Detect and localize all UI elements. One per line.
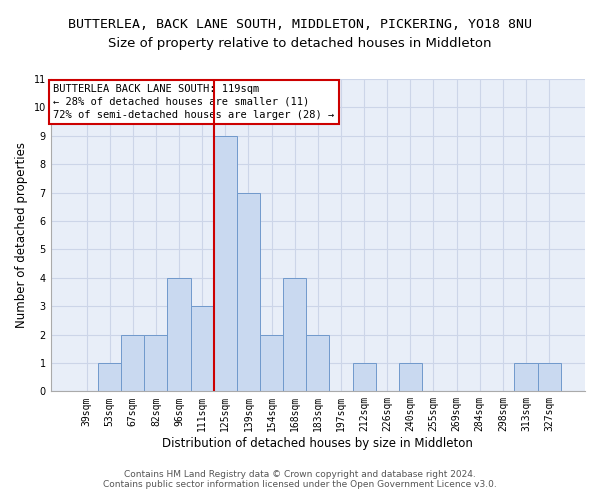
Bar	[121, 334, 145, 392]
Bar	[283, 278, 306, 392]
Bar	[237, 192, 260, 392]
Text: Size of property relative to detached houses in Middleton: Size of property relative to detached ho…	[108, 38, 492, 51]
Bar	[214, 136, 237, 392]
Bar	[145, 334, 167, 392]
Bar	[538, 363, 561, 392]
Bar	[260, 334, 283, 392]
Bar	[399, 363, 422, 392]
Text: Contains HM Land Registry data © Crown copyright and database right 2024.
Contai: Contains HM Land Registry data © Crown c…	[103, 470, 497, 489]
Text: BUTTERLEA, BACK LANE SOUTH, MIDDLETON, PICKERING, YO18 8NU: BUTTERLEA, BACK LANE SOUTH, MIDDLETON, P…	[68, 18, 532, 30]
Bar	[306, 334, 329, 392]
Bar	[353, 363, 376, 392]
Bar	[167, 278, 191, 392]
Y-axis label: Number of detached properties: Number of detached properties	[15, 142, 28, 328]
Bar	[191, 306, 214, 392]
Bar	[514, 363, 538, 392]
X-axis label: Distribution of detached houses by size in Middleton: Distribution of detached houses by size …	[163, 437, 473, 450]
Text: BUTTERLEA BACK LANE SOUTH: 119sqm
← 28% of detached houses are smaller (11)
72% : BUTTERLEA BACK LANE SOUTH: 119sqm ← 28% …	[53, 84, 335, 120]
Bar	[98, 363, 121, 392]
